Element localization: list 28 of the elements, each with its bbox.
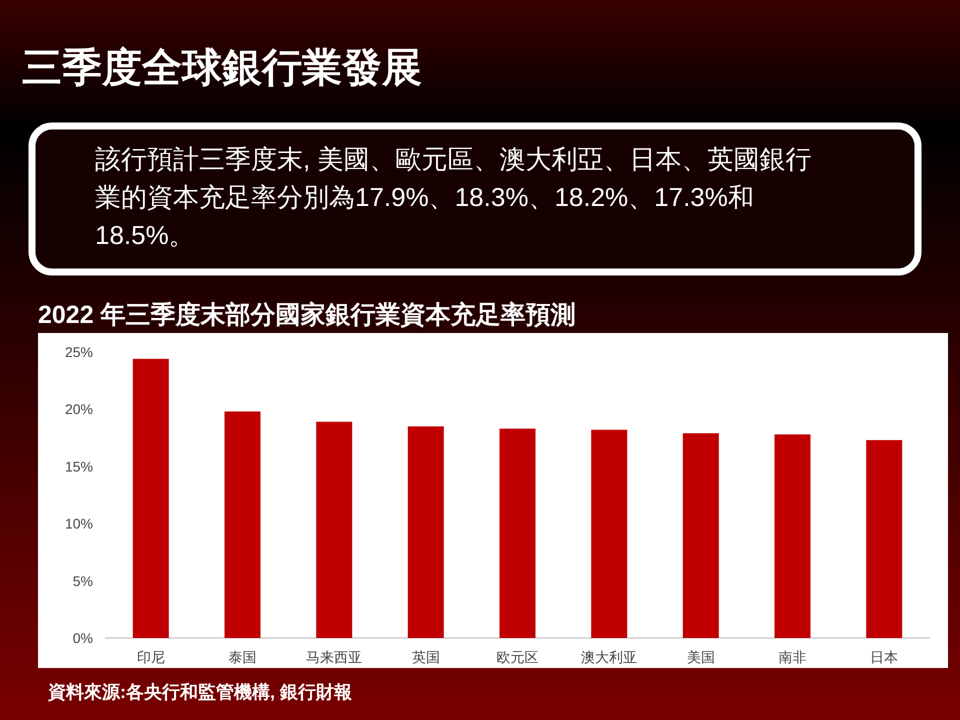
x-tick-label: 印尼	[136, 649, 165, 665]
x-tick-label: 美国	[686, 649, 715, 665]
bar	[591, 430, 628, 638]
x-tick-label: 欧元区	[496, 649, 538, 665]
bar	[224, 411, 260, 638]
bar	[774, 434, 810, 638]
x-tick-label: 马来西亚	[306, 649, 362, 665]
y-tick-label: 15%	[64, 458, 93, 474]
bar	[408, 426, 444, 638]
y-tick-label: 5%	[72, 572, 93, 589]
source-note: 資料來源:各央行和監管機構, 銀行財報	[48, 681, 352, 704]
bar	[866, 440, 902, 638]
y-tick-label: 25%	[64, 344, 93, 360]
text: 2022 年三季度末部分國家銀行業資本充足率預測	[38, 300, 576, 331]
chart-subtitle: 該行預計三季度末, 美國、歐元區、澳大利亞、日本、英國銀行業的資本充足率分別為17.9%、18.3%、18.2%、17.3%和18.5%。	[95, 143, 812, 252]
x-tick-label: 泰国	[228, 649, 256, 665]
x-tick-label: 澳大利亚	[581, 649, 638, 665]
x-tick-label: 英国	[412, 649, 440, 665]
y-tick-label: 10%	[64, 516, 93, 532]
chart-title: 三季度全球銀行業發展	[22, 45, 422, 92]
x-tick-label: 南非	[778, 649, 806, 665]
bar	[682, 433, 719, 638]
bar	[316, 422, 352, 638]
bar	[500, 428, 536, 638]
y-tick-label: 20%	[64, 401, 93, 418]
x-tick-label: 日本	[870, 649, 898, 665]
bar	[132, 358, 169, 638]
y-tick-label: 0%	[72, 630, 93, 646]
